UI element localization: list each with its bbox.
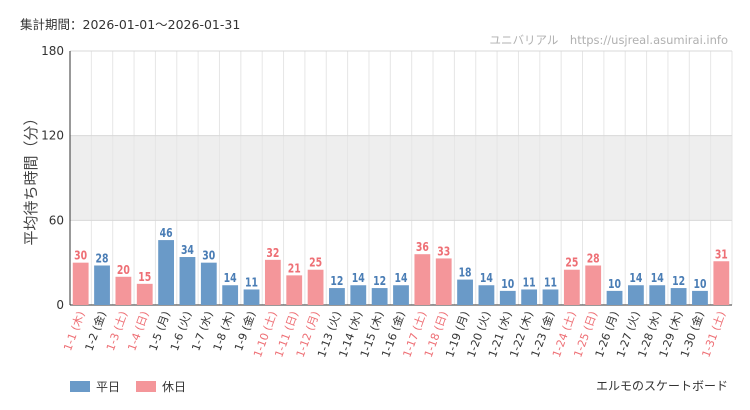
data-label: 14 <box>352 271 365 285</box>
bar <box>72 262 89 305</box>
data-label: 25 <box>309 256 322 270</box>
bar <box>606 290 623 305</box>
y-tick-label: 120 <box>41 129 64 143</box>
data-label: 15 <box>138 270 151 284</box>
bar <box>457 279 473 305</box>
bar <box>649 285 666 305</box>
legend-label-holiday: 休日 <box>162 380 187 394</box>
y-tick-label: 180 <box>41 44 64 58</box>
bar <box>435 258 452 305</box>
bar <box>670 288 687 305</box>
legend-swatch-holiday <box>136 381 157 392</box>
legend-label-weekday: 平日 <box>96 380 121 394</box>
bar <box>713 261 730 305</box>
bar <box>563 269 580 305</box>
data-label: 18 <box>459 266 472 280</box>
bar <box>222 285 239 305</box>
data-label: 14 <box>651 271 664 285</box>
data-label: 10 <box>693 277 706 291</box>
bar <box>393 285 409 305</box>
period-label: 集計期間：2026-01-01〜2026-01-31 <box>20 17 241 32</box>
bar <box>200 262 217 305</box>
data-label: 11 <box>544 275 557 289</box>
bar <box>179 257 196 305</box>
bar <box>264 259 281 305</box>
legend-swatch-weekday <box>70 381 90 392</box>
bar <box>243 289 260 305</box>
bar <box>115 276 132 305</box>
data-label: 30 <box>202 249 215 263</box>
bar <box>628 285 644 305</box>
y-axis-label: 平均待ち時間（分） <box>22 110 40 245</box>
data-label: 11 <box>245 275 258 289</box>
data-label: 34 <box>181 243 194 257</box>
legend-item-holiday: 休日 <box>136 378 186 395</box>
data-label: 14 <box>480 271 493 285</box>
bar <box>499 290 516 305</box>
data-label: 12 <box>373 274 386 288</box>
bar <box>478 285 495 305</box>
bar <box>158 240 174 305</box>
data-label: 12 <box>672 274 685 288</box>
data-label: 46 <box>160 226 173 240</box>
shaded-band <box>70 135 732 221</box>
data-label: 14 <box>395 271 408 285</box>
site-credit: ユニバリアル https://usjreal.asumirai.info <box>489 33 728 47</box>
bar <box>585 265 602 305</box>
bar <box>329 288 345 305</box>
data-label: 36 <box>416 240 429 254</box>
data-label: 10 <box>608 277 621 291</box>
data-label: 21 <box>288 261 301 275</box>
data-label: 28 <box>587 251 600 265</box>
bar <box>350 285 367 305</box>
data-label: 28 <box>96 251 109 265</box>
y-tick-label: 60 <box>49 213 64 227</box>
data-label: 12 <box>330 274 343 288</box>
chart-legend: 平日 休日 <box>70 378 202 395</box>
data-label: 25 <box>565 256 578 270</box>
bar <box>371 288 388 305</box>
data-label: 20 <box>117 263 130 277</box>
data-label: 33 <box>437 244 450 258</box>
bar <box>307 269 324 305</box>
data-label: 30 <box>74 249 87 263</box>
bar <box>542 289 559 305</box>
legend-item-weekday: 平日 <box>70 378 120 395</box>
data-label: 32 <box>266 246 279 260</box>
data-label: 10 <box>501 277 514 291</box>
data-label: 14 <box>629 271 642 285</box>
data-label: 14 <box>224 271 237 285</box>
bar <box>414 254 431 305</box>
y-tick-label: 0 <box>56 298 64 312</box>
bar <box>521 289 538 305</box>
bar <box>286 275 303 305</box>
data-label: 31 <box>715 247 728 261</box>
attraction-name: エルモのスケートボード <box>595 379 728 393</box>
data-label: 11 <box>523 275 536 289</box>
bar <box>94 265 110 305</box>
bar <box>692 290 708 305</box>
bar <box>136 283 153 305</box>
